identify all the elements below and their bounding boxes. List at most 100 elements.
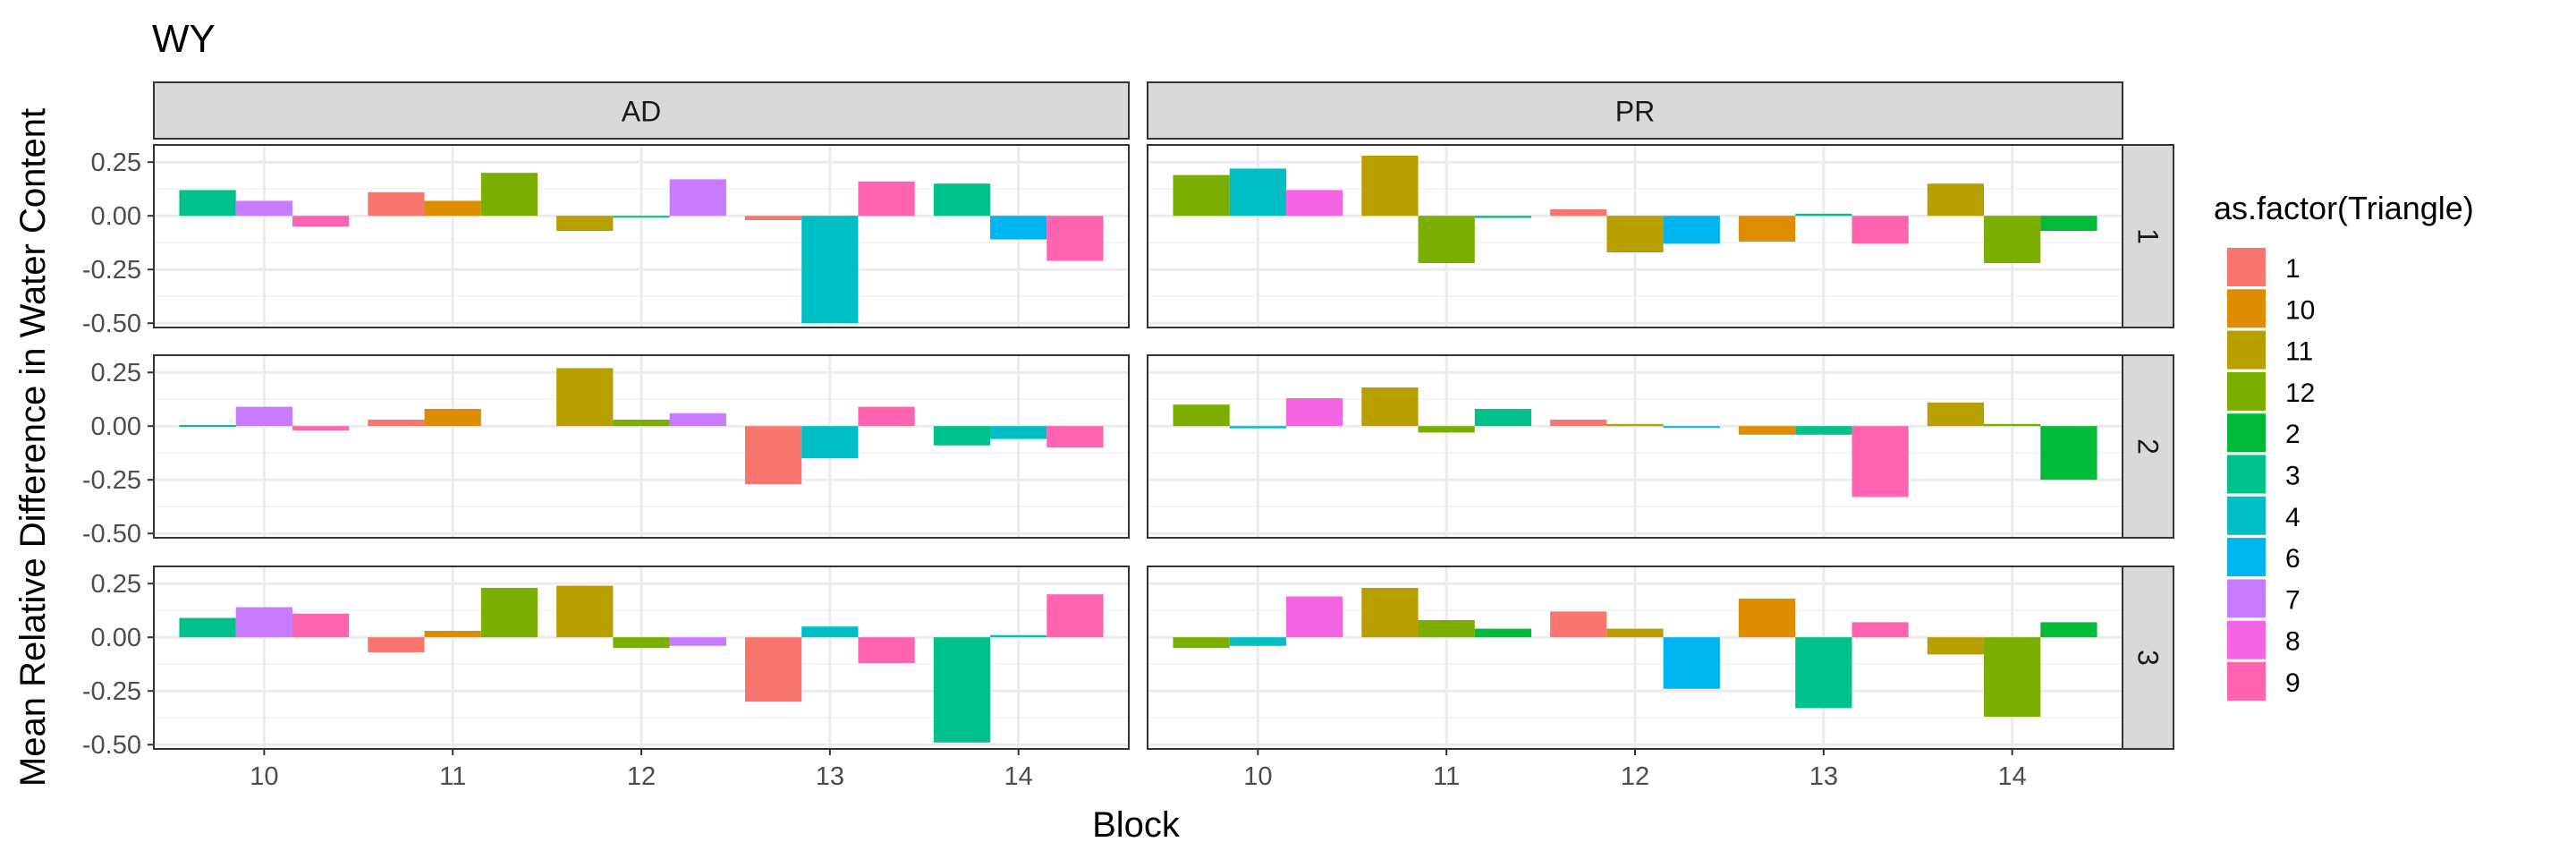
bar-block-14-triangle-3 (933, 637, 991, 743)
legend-label-4: 4 (2285, 503, 2301, 532)
bar-block-14-triangle-2 (2040, 622, 2097, 638)
row-strip-1 (2122, 144, 2174, 328)
legend-swatch-12 (2227, 371, 2266, 411)
x-tick-label: 11 (439, 762, 466, 791)
facet-label-PR: PR (1615, 96, 1655, 128)
bar-block-14-triangle-3 (933, 426, 991, 446)
bar-block-11-triangle-12 (1418, 620, 1475, 638)
panel-AD-3: 0.25 0.00 -0.25 -0.50 10 11 12 13 14 (82, 566, 1130, 791)
bar-block-13-triangle-9 (1852, 622, 1909, 638)
legend-label-1: 1 (2285, 254, 2301, 284)
legend-swatch-3 (2227, 455, 2266, 494)
bar-block-12-triangle-6 (1663, 637, 1720, 689)
y-tick-label: 0.00 (91, 624, 141, 652)
bar-block-14-triangle-9 (1046, 216, 1104, 261)
x-tick-label: 13 (1809, 762, 1838, 791)
bar-block-11-triangle-3 (1474, 216, 1532, 218)
bar-block-13-triangle-1 (744, 216, 802, 220)
bar-block-10-triangle-12 (1173, 637, 1230, 649)
facet-label-AD: AD (622, 96, 661, 128)
bar-block-10-triangle-7 (235, 607, 292, 638)
y-tick-label: -0.50 (82, 520, 141, 549)
x-tick-label: 11 (1433, 762, 1460, 791)
legend-label-6: 6 (2285, 544, 2301, 574)
bar-block-11-triangle-10 (424, 409, 481, 427)
bar-block-14-triangle-12 (1984, 216, 2041, 263)
bar-block-11-triangle-1 (368, 637, 425, 652)
bar-block-12-triangle-11 (556, 585, 614, 638)
bar-block-12-triangle-3 (613, 216, 670, 218)
legend-swatch-9 (2227, 662, 2266, 701)
panel-border (153, 144, 1130, 328)
bar-block-12-triangle-7 (669, 637, 726, 646)
legend-label-11: 11 (2285, 337, 2313, 367)
legend-title: as.factor(Triangle) (2214, 190, 2474, 226)
bar-block-10-triangle-3 (179, 425, 236, 427)
bar-block-13-triangle-3 (1795, 637, 1852, 709)
bar-block-11-triangle-11 (1361, 588, 1419, 638)
bar-block-14-triangle-3 (933, 183, 991, 217)
bar-block-10-triangle-12 (1173, 174, 1230, 217)
legend-swatch-4 (2227, 496, 2266, 535)
bar-block-12-triangle-1 (1550, 420, 1607, 427)
bar-block-10-triangle-9 (292, 613, 350, 638)
bar-block-12-triangle-11 (1606, 628, 1664, 638)
bar-block-12-triangle-1 (1550, 611, 1607, 638)
bar-block-11-triangle-1 (368, 420, 425, 427)
bar-block-13-triangle-4 (801, 626, 859, 638)
x-tick-label: 14 (1004, 762, 1033, 791)
bar-block-12-triangle-6 (1663, 216, 1720, 244)
legend-swatch-7 (2227, 579, 2266, 618)
bar-block-13-triangle-10 (1738, 216, 1796, 242)
bar-block-11-triangle-10 (424, 200, 481, 217)
row-label-3: 3 (2132, 650, 2165, 666)
legend-label-8: 8 (2285, 627, 2301, 657)
bar-block-13-triangle-4 (801, 426, 859, 459)
bar-block-12-triangle-12 (613, 420, 670, 427)
x-tick-label: 12 (627, 762, 656, 791)
panel-AD-1: 0.25 0.00 -0.25 -0.50 (82, 144, 1130, 338)
bar-block-11-triangle-11 (1361, 387, 1419, 427)
bar-block-13-triangle-1 (744, 426, 802, 484)
bar-block-13-triangle-10 (1738, 599, 1796, 638)
panel-border (1147, 144, 2123, 328)
legend-swatch-2 (2227, 413, 2266, 453)
legend-swatch-10 (2227, 289, 2266, 328)
bar-block-14-triangle-4 (990, 634, 1047, 638)
y-tick-label: 0.00 (91, 202, 141, 231)
x-tick-label: 13 (816, 762, 844, 791)
facet-strip-AD (153, 81, 1130, 140)
panel-PR-1 (1147, 144, 2123, 328)
bar-block-14-triangle-11 (1927, 183, 1985, 217)
y-tick-label: -0.25 (82, 677, 141, 706)
bar-block-10-triangle-3 (179, 190, 236, 217)
bar-block-14-triangle-12 (1984, 423, 2041, 427)
bar-block-11-triangle-2 (1474, 628, 1532, 638)
bar-block-13-triangle-9 (858, 181, 915, 217)
bar-block-13-triangle-3 (1795, 213, 1852, 217)
legend-label-7: 7 (2285, 585, 2301, 615)
bar-block-13-triangle-9 (1852, 216, 1909, 244)
bar-block-13-triangle-4 (801, 216, 859, 324)
legend-label-9: 9 (2285, 668, 2301, 698)
x-axis-title: Block (1092, 805, 1181, 845)
y-tick-label: -0.25 (82, 466, 141, 495)
x-tick-label: 10 (1243, 762, 1272, 791)
y-tick-label: -0.50 (82, 310, 141, 338)
chart-title: WY (152, 17, 216, 61)
bar-block-10-triangle-7 (235, 406, 292, 427)
bar-block-10-triangle-9 (292, 216, 350, 227)
bar-block-14-triangle-9 (1046, 426, 1104, 448)
y-tick-label: 0.00 (91, 412, 141, 441)
bar-block-14-triangle-4 (990, 426, 1047, 439)
bar-block-10-triangle-12 (1173, 404, 1230, 427)
bar-block-11-triangle-1 (368, 191, 425, 217)
y-axis-title: Mean Relative Difference in Water Conten… (13, 108, 53, 787)
legend-swatch-6 (2227, 538, 2266, 577)
bar-block-10-triangle-3 (179, 617, 236, 638)
bar-block-11-triangle-12 (1418, 426, 1475, 433)
bar-block-10-triangle-7 (235, 200, 292, 217)
legend-swatch-1 (2227, 248, 2266, 286)
panel-PR-2 (1147, 354, 2123, 539)
bar-block-11-triangle-3 (1474, 409, 1532, 427)
